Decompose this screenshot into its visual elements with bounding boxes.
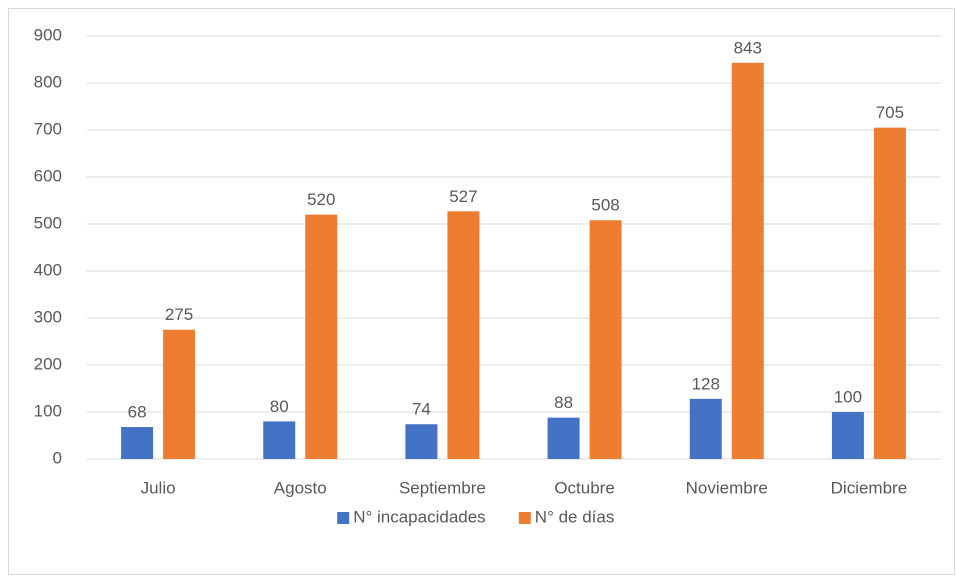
bar bbox=[731, 62, 764, 459]
y-tick-label: 400 bbox=[34, 260, 62, 279]
legend-label: N° incapacidades bbox=[353, 507, 486, 526]
y-tick-label: 700 bbox=[34, 119, 62, 138]
bar bbox=[263, 421, 296, 459]
data-label: 520 bbox=[307, 190, 335, 209]
y-tick-label: 800 bbox=[34, 72, 62, 91]
data-label: 68 bbox=[128, 403, 147, 422]
bar bbox=[831, 412, 864, 459]
data-label: 508 bbox=[591, 196, 619, 215]
x-tick-label: Septiembre bbox=[399, 478, 486, 497]
data-label: 527 bbox=[449, 187, 477, 206]
data-label: 128 bbox=[692, 374, 720, 393]
bar bbox=[447, 211, 480, 459]
bar bbox=[589, 220, 622, 459]
y-tick-label: 900 bbox=[34, 25, 62, 44]
bar bbox=[163, 329, 196, 459]
legend-swatch bbox=[518, 512, 531, 524]
data-label: 74 bbox=[412, 400, 431, 419]
y-tick-label: 600 bbox=[34, 166, 62, 185]
data-label: 275 bbox=[165, 305, 193, 324]
data-label: 100 bbox=[834, 387, 862, 406]
y-tick-label: 0 bbox=[53, 448, 62, 467]
chart-border bbox=[8, 8, 955, 575]
x-tick-label: Noviembre bbox=[686, 478, 768, 497]
data-label: 843 bbox=[734, 38, 762, 57]
x-tick-label: Julio bbox=[141, 478, 176, 497]
bar bbox=[873, 127, 906, 460]
legend-label: N° de días bbox=[535, 507, 615, 526]
bar bbox=[405, 424, 438, 459]
bar bbox=[689, 398, 722, 459]
x-tick-label: Agosto bbox=[274, 478, 327, 497]
data-label: 80 bbox=[270, 397, 289, 416]
y-tick-label: 100 bbox=[34, 401, 62, 420]
data-label: 705 bbox=[876, 103, 904, 122]
x-tick-label: Octubre bbox=[554, 478, 614, 497]
x-tick-label: Diciembre bbox=[831, 478, 908, 497]
data-label: 88 bbox=[554, 393, 573, 412]
legend-swatch bbox=[337, 512, 350, 524]
bar bbox=[121, 427, 154, 459]
y-tick-label: 500 bbox=[34, 213, 62, 232]
y-tick-label: 300 bbox=[34, 307, 62, 326]
bar bbox=[305, 214, 338, 459]
bar bbox=[547, 417, 580, 459]
y-tick-label: 200 bbox=[34, 354, 62, 373]
